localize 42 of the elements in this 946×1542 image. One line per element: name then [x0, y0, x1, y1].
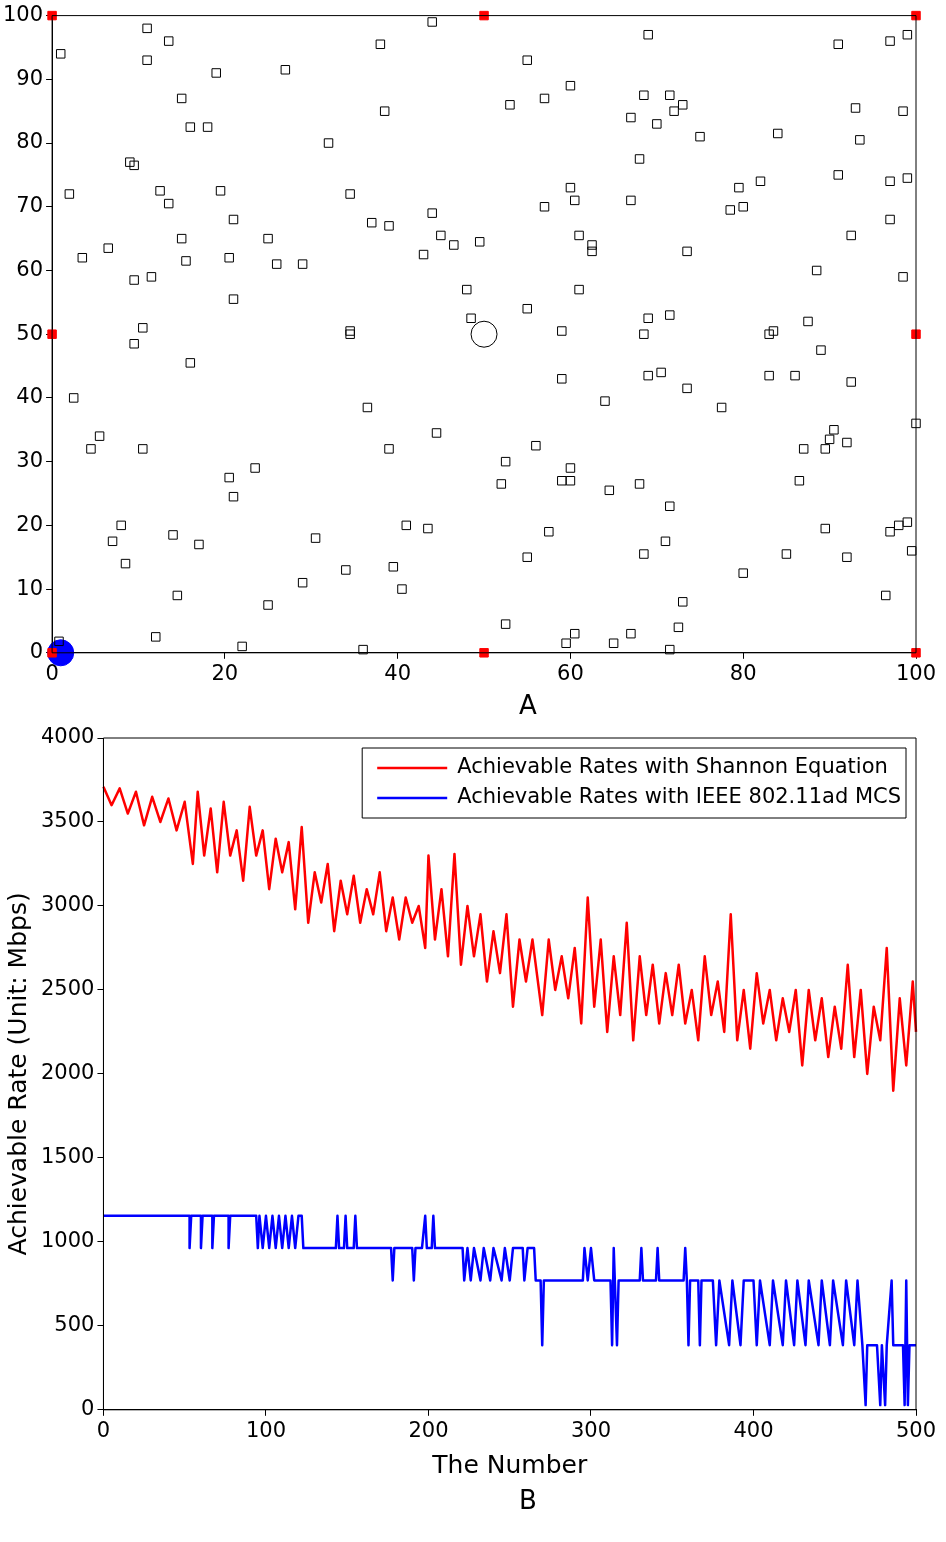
y-tick-label: 1500: [40, 1144, 95, 1169]
x-tick-label: 60: [557, 660, 584, 685]
legend-label: Achievable Rates with Shannon Equation: [457, 754, 888, 779]
x-tick-label: 80: [729, 660, 757, 685]
text: A: [518, 690, 538, 720]
y-tick-label: 10: [16, 575, 44, 600]
x-tick-label: 20: [211, 660, 239, 685]
y-tick-label: 4000: [40, 724, 95, 749]
y-tick-label: 2000: [40, 1060, 95, 1085]
x-axis-title: The Number: [431, 1449, 588, 1479]
y-tick-label: 3000: [40, 892, 95, 917]
text: B: [518, 1485, 538, 1515]
x-tick-label: 400: [733, 1417, 774, 1442]
y-tick-label: 0: [29, 639, 44, 664]
y-tick-label: 70: [16, 193, 44, 218]
y-tick-label: 2500: [40, 976, 95, 1001]
x-tick-label: 500: [895, 1417, 937, 1442]
y-tick-label: 30: [16, 448, 44, 473]
legend-label: Achievable Rates with IEEE 802.11ad MCS: [457, 784, 902, 809]
y-tick-label: 100: [2, 2, 44, 27]
y-tick-label: 3500: [40, 808, 95, 833]
y-tick-label: 60: [16, 256, 44, 281]
x-tick-label: 40: [384, 660, 412, 685]
x-tick-label: 0: [96, 1417, 111, 1442]
point: [479, 10, 489, 21]
y-tick-label: 20: [16, 511, 44, 536]
y-tick-label: 40: [16, 384, 44, 409]
y-tick-label: 500: [54, 1312, 95, 1337]
y-tick-label: 90: [16, 65, 44, 90]
x-tick-label: 200: [408, 1417, 449, 1442]
y-axis-title: Achievable Rate (Unit: Mbps): [2, 892, 32, 1256]
y-tick-label: 80: [16, 129, 44, 154]
y-tick-label: 1000: [40, 1228, 95, 1253]
x-tick-label: 100: [245, 1417, 286, 1442]
point: [479, 648, 489, 658]
point: [470, 320, 498, 348]
x-tick-label: 100: [895, 660, 937, 685]
point: [911, 329, 921, 339]
y-tick-label: 0: [81, 1396, 95, 1421]
y-tick-label: 50: [16, 320, 44, 345]
point: [47, 329, 57, 339]
x-tick-label: 300: [570, 1417, 612, 1442]
